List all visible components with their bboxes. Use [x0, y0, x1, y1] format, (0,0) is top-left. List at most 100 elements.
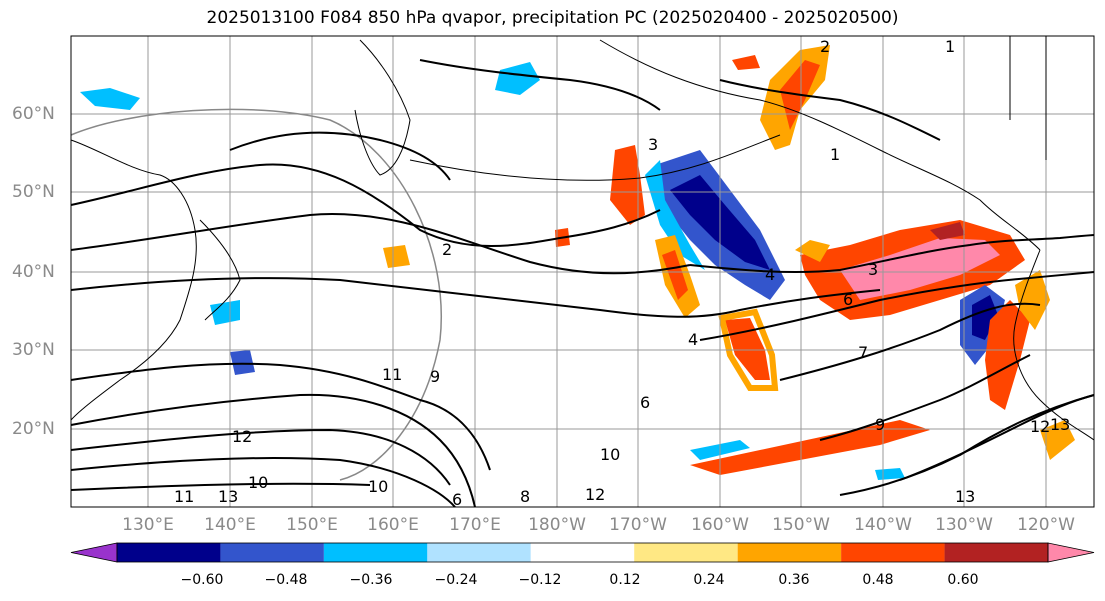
contour-north: [419, 59, 661, 111]
lon-label: 140°W: [854, 515, 912, 535]
contour-label: 9: [875, 415, 885, 434]
canada-border: [1009, 36, 1047, 160]
lon-label: 120°W: [1017, 515, 1075, 535]
lon-label: 150°W: [772, 515, 830, 535]
asia-coast: [70, 139, 197, 421]
contour-12: [70, 482, 371, 491]
colorbar-tick: 0.12: [609, 572, 641, 588]
contour-label: 2: [820, 37, 830, 56]
contour-label: 6: [452, 490, 462, 509]
lat-label-30n: 30°N: [12, 340, 55, 360]
colorbar-bins: [70, 542, 1095, 563]
lon-label: 160°W: [691, 515, 749, 535]
westcoast-positive-right: [1015, 270, 1050, 330]
contour-label: 10: [600, 445, 620, 464]
contour-9: [70, 362, 491, 471]
range-circle: [70, 108, 442, 481]
contour-7: [779, 302, 1041, 381]
orange-strip-west: [610, 145, 645, 225]
contour-label: 4: [765, 265, 775, 284]
contour-label: 3: [868, 260, 878, 279]
colorbar-bin: [427, 543, 531, 562]
contour-10b: [70, 428, 451, 486]
south-positive-outline: [718, 308, 779, 391]
westcoast-positive: [985, 300, 1030, 410]
precip-shading: [80, 45, 1075, 480]
contour-label: 3: [648, 135, 658, 154]
contour-label: 13: [1050, 415, 1070, 434]
colorbar-tick: 0.36: [778, 572, 810, 588]
contour-label: 1: [830, 145, 840, 164]
colorbar-tick: −0.60: [180, 572, 224, 588]
contour-11: [70, 457, 456, 508]
contour-3: [689, 234, 1095, 274]
colorbar-bin: [634, 543, 738, 562]
contour-label: 8: [520, 487, 530, 506]
colorbar-frame: [116, 542, 1049, 563]
blob-2: [495, 62, 540, 95]
contour-10c: [819, 354, 1031, 441]
contour-12b: [899, 394, 1095, 481]
map-title: 2025013100 F084 850 hPa qvapor, precipit…: [206, 8, 899, 28]
lon-label: 130°W: [935, 515, 993, 535]
colorbar-tick: 0.24: [693, 572, 725, 588]
contour-label: 9: [430, 367, 440, 386]
blob-3: [230, 350, 255, 375]
lat-label-20n: 20°N: [12, 419, 55, 439]
kamchatka-coast: [354, 39, 411, 176]
qvapor-contours: [70, 59, 1095, 508]
coastlines: [70, 36, 1095, 441]
lat-label-50n: 50°N: [12, 182, 55, 202]
colorbar-bin: [323, 543, 428, 562]
blob-4: [210, 300, 240, 325]
blob-9: [1040, 420, 1075, 460]
contour-label: 6: [843, 290, 853, 309]
contour-label: 10: [368, 477, 388, 496]
alaska-coast: [599, 39, 1041, 251]
contour-label: 7: [858, 343, 868, 362]
map-panel: 2 2 4 3 3 6 4 1 7 6 11 9 12 10 10 13 13 …: [70, 35, 1095, 509]
colorbar-bin: [737, 543, 842, 562]
colorbar-bin: [117, 543, 221, 562]
colorbar-tick: 0.60: [947, 572, 979, 588]
lon-label: 180°W: [528, 515, 586, 535]
contour-2b: [70, 213, 691, 275]
contour-label: 6: [640, 393, 650, 412]
contour-10a: [70, 393, 476, 508]
colorbar-bin: [530, 543, 635, 562]
contour-6: [699, 271, 1095, 341]
contour-label: 11: [382, 365, 402, 384]
lon-label: 170°E: [449, 515, 501, 535]
colorbar-tick: 0.48: [862, 572, 894, 588]
contour-label-group: 2 2 4 3 3 6 4 1 7 6 11 9 12 10 10 13 13 …: [174, 37, 1070, 509]
blob-6: [732, 55, 760, 70]
contour-2: [70, 163, 661, 247]
colorbar-bin: [944, 543, 1048, 562]
colorbar-bin: [220, 543, 324, 562]
contour-label: 10: [248, 473, 268, 492]
strong-positive-core: [840, 238, 1000, 300]
subtropical-positive-band: [690, 420, 930, 475]
lat-label-60n: 60°N: [12, 104, 55, 124]
aleutians: [409, 134, 781, 181]
colorbar-tick: −0.12: [518, 572, 562, 588]
colorbar-bin: [841, 543, 945, 562]
contour-label: 11: [174, 487, 194, 506]
positive-outline: [795, 240, 830, 262]
japan-coast: [199, 219, 241, 321]
colorbar-extend-high: [1047, 542, 1095, 563]
blob-5: [383, 245, 410, 268]
contour-label: 2: [442, 240, 452, 259]
north-america-coast: [1013, 249, 1095, 441]
contour-label: 12: [1030, 417, 1050, 436]
map-frame: [70, 35, 1095, 508]
orange-strip-inner: [662, 250, 688, 300]
contour-label: 13: [218, 487, 238, 506]
contour-alaska: [719, 79, 941, 141]
contour-label: 4: [688, 330, 698, 349]
colorbar-tick: −0.36: [349, 572, 393, 588]
lon-label: 140°E: [204, 515, 256, 535]
contour-label: 12: [232, 427, 252, 446]
contour-label: 12: [585, 485, 605, 504]
blob-10: [930, 222, 965, 240]
